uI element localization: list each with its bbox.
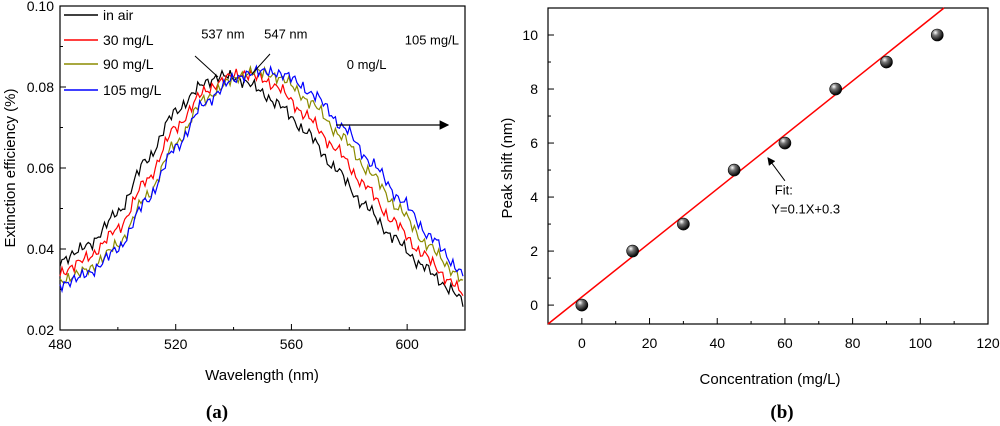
panel-b-y-tick-label: 4 [530, 189, 538, 205]
series-line-1 [59, 68, 464, 297]
panel-b-x-axis-title: Concentration (mg/L) [700, 371, 841, 388]
panel-b-y-tick-label: 2 [530, 243, 538, 259]
annotation-547nm: 547 nm [264, 26, 307, 41]
panel-b-x-tick-label: 120 [976, 335, 1000, 351]
data-point-7 [930, 28, 944, 42]
panel-b-y-tick-label: 6 [530, 135, 538, 151]
panel-b-x-tick-label: 20 [642, 335, 658, 351]
panel-a-series [59, 64, 464, 307]
panel-b-y-tick-label: 10 [522, 27, 538, 43]
series-line-0 [59, 69, 464, 307]
legend-label-0: in air [103, 7, 134, 23]
annotation-0mgl: 0 mg/L [347, 57, 387, 72]
panel-a-x-tick-label: 480 [48, 336, 72, 352]
panel-b-x-tick-label: 100 [909, 335, 933, 351]
panel-b-y-tick-label: 0 [530, 297, 538, 313]
legend-label-1: 30 mg/L [103, 32, 154, 48]
panel-a-label: (a) [206, 402, 228, 423]
panel-b-x-tick-label: 40 [709, 335, 725, 351]
panel-a-x-tick-label: 600 [395, 336, 419, 352]
annotation-105mgl: 105 mg/L [405, 32, 459, 47]
panel-a-y-tick-label: 0.04 [27, 241, 54, 257]
data-point-3 [727, 163, 741, 177]
panel-a-plot-area [59, 5, 466, 331]
data-point-5 [829, 82, 842, 96]
data-point-4 [778, 136, 792, 150]
panel-b-x-tick-label: 60 [777, 335, 793, 351]
panel-a-y-axis-title: Extinction efficiency (%) [2, 89, 19, 248]
panel-b-ticks: 0 20 40 60 80 100 120 0 2 4 6 8 10 [522, 7, 1000, 351]
series-line-3 [59, 64, 464, 294]
data-point-1 [626, 244, 639, 258]
legend-label-3: 105 mg/L [103, 82, 162, 98]
legend-label-2: 90 mg/L [103, 56, 154, 72]
panel-a-ticks: 480 520 560 600 0.02 0.04 0.06 0.08 0.10 [27, 0, 466, 352]
data-point-0 [575, 298, 589, 312]
panel-a-x-axis-title: Wavelength (nm) [205, 367, 319, 384]
data-point-2 [677, 217, 690, 231]
panel-b-y-axis-title: Peak shift (nm) [499, 118, 516, 219]
annotation-fit: Fit: [775, 182, 793, 197]
panel-b-annotations: Fit: Y=0.1X+0.3 [767, 157, 840, 216]
panel-a-legend: in air 30 mg/L 90 mg/L 105 mg/L [64, 7, 162, 98]
panel-a: 480 520 560 600 0.02 0.04 0.06 0.08 0.10 in air 3… [2, 0, 466, 423]
panel-b-fit-line [547, 7, 945, 325]
panel-b-y-tick-label: 8 [530, 81, 538, 97]
panel-b: 0 20 40 60 80 100 120 0 2 4 6 8 10 Fit: Y=0.1X+0.3 Co… [499, 7, 1000, 423]
data-point-6 [880, 55, 893, 69]
fit-line [547, 7, 945, 325]
panel-b-plot-area [547, 7, 989, 325]
panel-a-x-tick-label: 520 [164, 336, 188, 352]
panel-b-label: (b) [770, 402, 793, 423]
pointer-547nm [251, 53, 271, 75]
panel-b-x-tick-label: 0 [578, 335, 586, 351]
panel-b-x-tick-label: 80 [845, 335, 861, 351]
panel-a-y-tick-label: 0.08 [27, 79, 54, 95]
panel-b-points [575, 28, 944, 312]
panel-a-y-tick-label: 0.02 [27, 322, 54, 338]
panel-a-y-tick-label: 0.10 [27, 0, 54, 14]
fit-pointer-arrow [767, 157, 786, 182]
panel-a-x-tick-label: 560 [280, 336, 304, 352]
annotation-537nm: 537 nm [201, 26, 244, 41]
annotation-fit-equation: Y=0.1X+0.3 [771, 201, 840, 216]
panel-a-annotations: 537 nm 547 nm 0 mg/L 105 mg/L [194, 26, 459, 130]
pointer-537nm [194, 55, 219, 78]
panel-a-y-tick-label: 0.06 [27, 160, 54, 176]
